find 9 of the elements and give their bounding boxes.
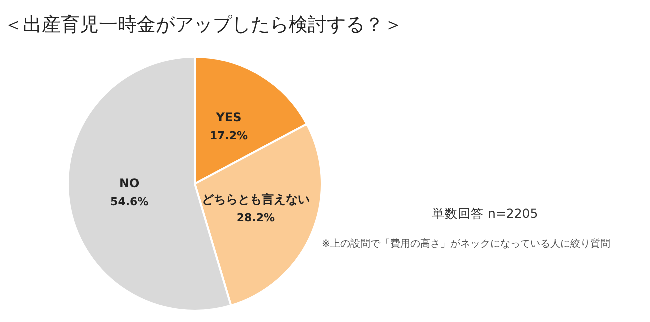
slice-label: NO [120,176,140,191]
slice-label: どちらとも言えない [202,192,310,206]
data-label: 54.6% [110,196,149,209]
slice-label: YES [215,110,242,124]
text: 単数回答 n=2205 [432,206,538,223]
text: ※上の設問で「費用の高さ」がネックになっている人に絞り質問 [322,238,610,251]
data-label: 17.2% [210,129,248,142]
data-label: 28.2% [236,211,276,224]
chart-title: ＜出産育児一時金がアップしたら検討する？＞ [4,13,403,38]
